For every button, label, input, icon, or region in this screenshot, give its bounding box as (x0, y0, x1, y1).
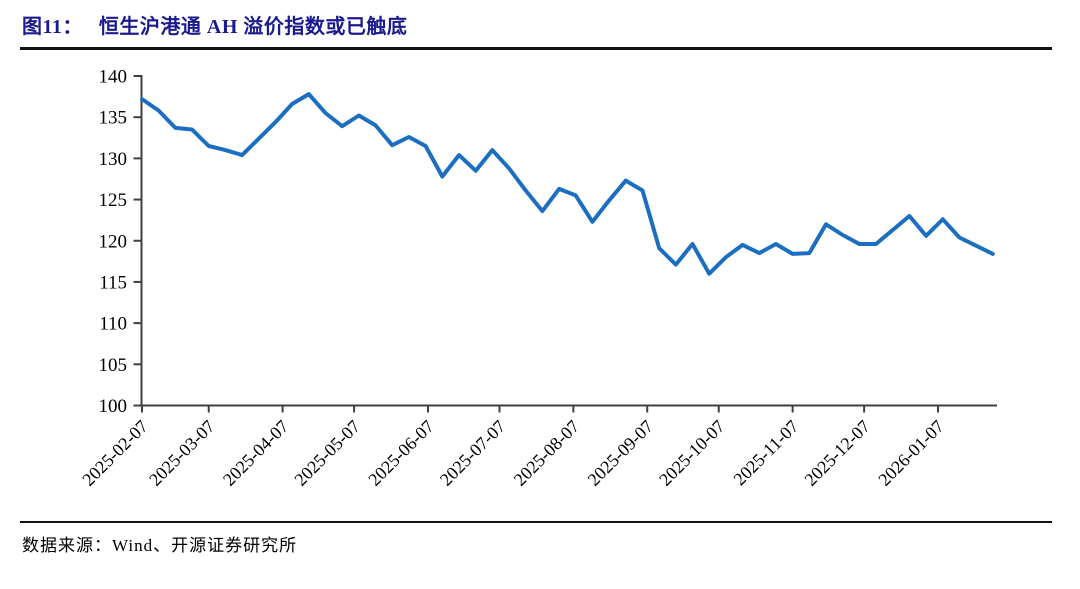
y-axis-label: 125 (99, 190, 128, 211)
x-axis-label: 2025-07-07 (436, 416, 510, 490)
y-axis-label: 140 (99, 67, 128, 88)
x-axis-label: 2025-08-07 (510, 416, 584, 490)
x-axis-label: 2025-03-07 (145, 416, 219, 490)
source-divider (20, 521, 1052, 523)
title-divider (20, 47, 1052, 50)
y-axis-label: 130 (99, 149, 128, 170)
x-axis-label: 2025-09-07 (584, 416, 658, 490)
data-source: 数据来源：Wind、开源证券研究所 (22, 536, 298, 555)
premium-index-line (140, 92, 995, 276)
x-axis-label: 2025-10-07 (655, 416, 729, 490)
y-axis-label: 135 (99, 108, 128, 129)
x-axis-label: 2025-12-07 (800, 416, 874, 490)
y-axis-label: 120 (99, 231, 128, 252)
y-axis-label: 110 (99, 314, 127, 335)
figure-header: 图11： 恒生沪港通 AH 溢价指数或已触底 (22, 10, 407, 39)
y-axis-label: 105 (99, 355, 128, 376)
y-axis-label: 115 (99, 272, 127, 293)
axis-spines (140, 75, 997, 407)
x-axis-label: 2025-05-07 (290, 416, 364, 490)
figure-label: 图11： (22, 16, 83, 38)
line-chart: 1401351301251201151101051002025-02-07202… (78, 67, 997, 490)
x-axis-label: 2025-06-07 (364, 416, 438, 490)
x-axis-label: 2025-11-07 (729, 416, 802, 489)
x-axis-label: 2026-01-07 (874, 416, 948, 490)
figure-title: 恒生沪港通 AH 溢价指数或已触底 (98, 16, 408, 38)
x-axis-label: 2025-02-07 (78, 416, 152, 490)
y-axis-label: 100 (99, 396, 128, 417)
x-axis-label: 2025-04-07 (219, 416, 293, 490)
